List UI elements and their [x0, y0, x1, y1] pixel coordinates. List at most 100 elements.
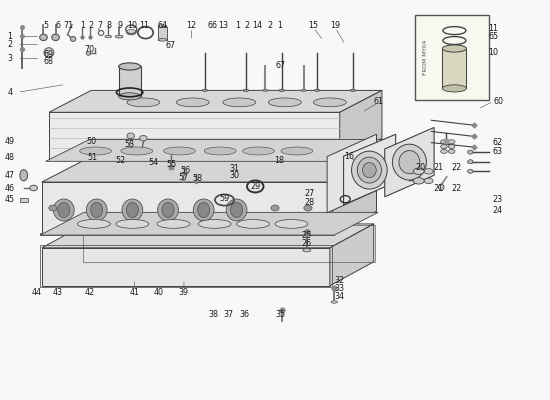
- Text: 8: 8: [106, 21, 111, 30]
- Text: 1: 1: [80, 21, 85, 30]
- Text: 18: 18: [274, 156, 284, 165]
- Ellipse shape: [116, 35, 123, 38]
- Text: 65: 65: [488, 32, 498, 41]
- Ellipse shape: [204, 147, 236, 155]
- Polygon shape: [344, 134, 395, 205]
- Polygon shape: [42, 248, 330, 286]
- Text: 15: 15: [309, 21, 318, 30]
- Text: 3: 3: [8, 54, 13, 63]
- Text: 60: 60: [494, 97, 504, 106]
- Text: 19: 19: [331, 21, 340, 30]
- Text: 24: 24: [493, 206, 503, 215]
- Text: 71: 71: [64, 21, 74, 30]
- Ellipse shape: [468, 150, 473, 154]
- Text: 37: 37: [224, 310, 234, 318]
- Text: 38: 38: [208, 310, 218, 318]
- Text: 68: 68: [44, 57, 54, 66]
- Polygon shape: [442, 48, 466, 88]
- Text: 51: 51: [88, 153, 98, 162]
- Text: 62: 62: [493, 138, 503, 147]
- Text: 52: 52: [115, 156, 125, 166]
- Polygon shape: [42, 182, 333, 234]
- Ellipse shape: [226, 199, 247, 221]
- Ellipse shape: [314, 98, 346, 107]
- Text: 35: 35: [276, 310, 285, 318]
- Ellipse shape: [158, 38, 167, 41]
- Ellipse shape: [80, 147, 112, 155]
- Polygon shape: [119, 66, 141, 96]
- Text: 9: 9: [118, 21, 123, 30]
- Ellipse shape: [86, 199, 107, 221]
- Ellipse shape: [468, 160, 473, 164]
- Ellipse shape: [162, 202, 174, 218]
- Text: 54: 54: [148, 158, 158, 167]
- Ellipse shape: [53, 199, 74, 221]
- Text: 1: 1: [8, 32, 13, 41]
- Ellipse shape: [202, 89, 207, 91]
- Text: 44: 44: [32, 288, 42, 297]
- Ellipse shape: [78, 220, 111, 228]
- Ellipse shape: [119, 93, 141, 100]
- Text: 32: 32: [334, 276, 345, 285]
- Ellipse shape: [424, 178, 433, 184]
- Ellipse shape: [331, 301, 338, 303]
- Text: 57: 57: [179, 173, 189, 182]
- Text: 10: 10: [128, 21, 138, 30]
- Text: 27: 27: [304, 189, 314, 198]
- Ellipse shape: [44, 48, 54, 57]
- Polygon shape: [327, 134, 377, 213]
- Text: 30: 30: [229, 171, 239, 180]
- Ellipse shape: [448, 144, 455, 148]
- Ellipse shape: [413, 168, 424, 174]
- Text: 33: 33: [335, 284, 345, 293]
- Ellipse shape: [442, 45, 466, 52]
- Ellipse shape: [176, 98, 209, 107]
- Text: 67: 67: [166, 41, 176, 50]
- Text: a passion for: a passion for: [96, 231, 212, 249]
- Ellipse shape: [448, 140, 455, 144]
- Text: 26: 26: [302, 239, 312, 248]
- Text: 12: 12: [186, 21, 197, 30]
- Ellipse shape: [392, 144, 426, 180]
- Text: 58: 58: [192, 174, 202, 183]
- Text: 2: 2: [89, 21, 94, 30]
- Text: 36: 36: [239, 310, 249, 318]
- Ellipse shape: [158, 199, 178, 221]
- Text: 11: 11: [488, 24, 498, 33]
- Ellipse shape: [438, 184, 444, 190]
- Polygon shape: [40, 233, 334, 235]
- Ellipse shape: [243, 89, 249, 91]
- Text: 11: 11: [140, 21, 150, 30]
- Text: 28: 28: [304, 198, 314, 207]
- Text: 1: 1: [277, 21, 282, 30]
- Text: 21: 21: [433, 184, 443, 192]
- Text: 34: 34: [335, 292, 345, 301]
- Text: 29: 29: [250, 182, 260, 191]
- Ellipse shape: [127, 98, 160, 107]
- Text: 6: 6: [55, 21, 60, 30]
- Text: 47: 47: [5, 171, 15, 180]
- Text: 5: 5: [43, 21, 49, 30]
- Text: 13: 13: [218, 21, 228, 30]
- Ellipse shape: [304, 205, 312, 211]
- Ellipse shape: [91, 202, 103, 218]
- Text: 49: 49: [5, 137, 15, 146]
- Text: 20: 20: [416, 163, 426, 172]
- Ellipse shape: [351, 151, 387, 189]
- Text: 10: 10: [488, 48, 498, 57]
- Ellipse shape: [58, 202, 70, 218]
- Ellipse shape: [301, 89, 306, 91]
- Polygon shape: [384, 128, 434, 197]
- Ellipse shape: [105, 35, 112, 38]
- Text: 46: 46: [5, 184, 15, 192]
- Text: 48: 48: [5, 153, 15, 162]
- Ellipse shape: [121, 147, 153, 155]
- Text: 69: 69: [44, 50, 54, 59]
- Polygon shape: [46, 140, 384, 161]
- Text: 55: 55: [167, 160, 177, 170]
- Ellipse shape: [315, 89, 320, 91]
- Polygon shape: [20, 198, 28, 202]
- Ellipse shape: [268, 98, 301, 107]
- Text: 61: 61: [373, 98, 383, 106]
- Ellipse shape: [126, 29, 136, 35]
